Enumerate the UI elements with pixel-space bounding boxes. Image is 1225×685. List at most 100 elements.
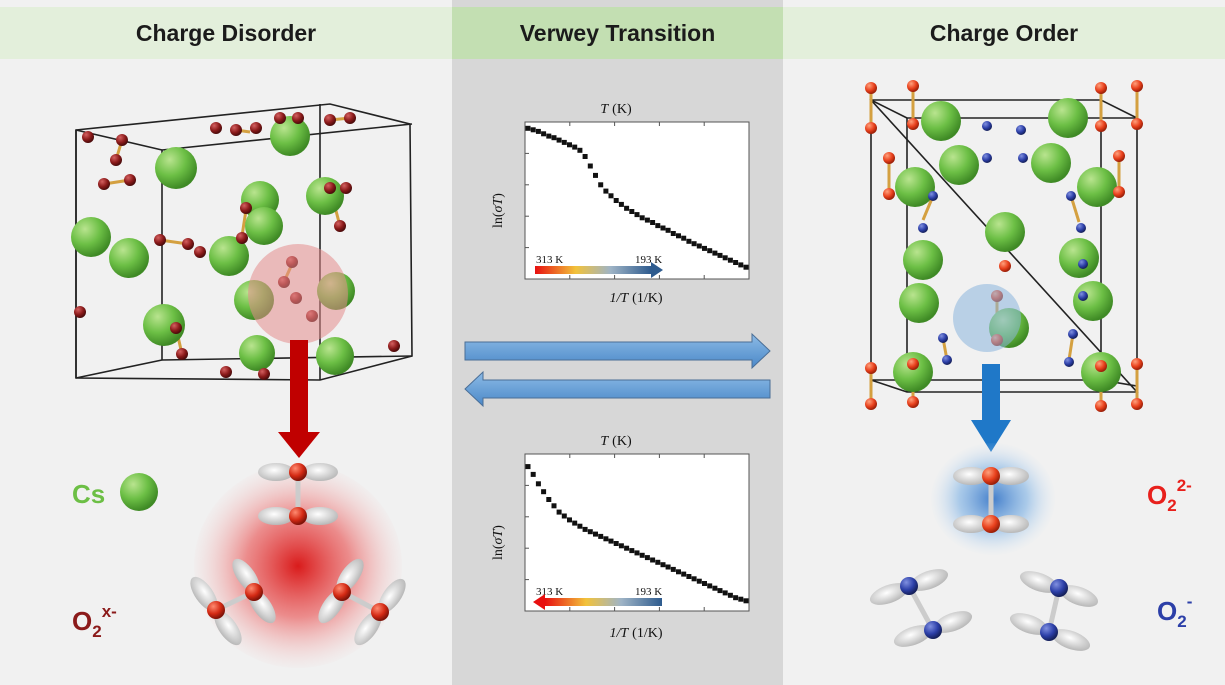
chart-1-data-point xyxy=(738,262,744,268)
chart-1-data-point xyxy=(582,154,588,159)
chart-2-data-point xyxy=(634,550,640,556)
chart-1: T (K) ln(σT) 1/T (1/K) 313 K 193 K xyxy=(491,102,750,306)
o2-molecule-left xyxy=(190,558,276,646)
chart-1-temp-start: 313 K xyxy=(536,254,563,266)
o2-minus-molecule-right xyxy=(1009,571,1099,651)
chart-1-data-point xyxy=(556,137,562,143)
chart-2-data-point xyxy=(702,581,707,586)
o2-minus-atoms xyxy=(918,121,1088,367)
chart-2-data-point xyxy=(546,497,552,502)
forward-arrow xyxy=(464,332,771,370)
o2x-label: O2x- xyxy=(72,602,117,641)
chart-1-data-point xyxy=(727,257,733,263)
chart-1-temp-end: 193 K xyxy=(635,254,662,266)
chart-2-data-point xyxy=(660,562,666,568)
chart-1-data-point xyxy=(650,220,656,225)
chart-1-data-point xyxy=(572,144,578,150)
chart-2-data-point xyxy=(696,578,702,584)
charge-order-header: Charge Order xyxy=(783,7,1225,59)
chart-1-data-point xyxy=(593,172,598,178)
chart-2-data-point xyxy=(582,526,588,532)
chart-1-data-point xyxy=(587,163,593,169)
chart-2-data-point xyxy=(722,590,728,596)
charge-disorder-panel: Charge Disorder xyxy=(0,0,452,685)
chart-2-data-point xyxy=(670,566,676,572)
chart-2-xlabel: 1/T (1/K) xyxy=(609,626,662,641)
chart-2-data-point xyxy=(655,559,661,565)
chart-2-temp-arrow xyxy=(533,594,662,610)
backward-arrow xyxy=(464,370,771,408)
chart-1-data-point xyxy=(541,131,547,137)
chart-2-data-point xyxy=(676,569,681,575)
chart-1-data-point xyxy=(660,225,666,231)
chart-2-data-point xyxy=(727,592,733,598)
chart-2-data-point xyxy=(613,541,619,546)
chart-2-data-point xyxy=(639,552,645,558)
down-arrow-blue xyxy=(971,364,1011,452)
chart-1-data-point xyxy=(691,241,697,247)
charge-cloud xyxy=(194,464,402,668)
chart-2-data-point xyxy=(707,583,713,589)
charge-order-panel: Charge Order xyxy=(783,0,1225,685)
charge-disorder-diagram: Cs O2x- xyxy=(71,103,413,668)
chart-1-data-point xyxy=(525,125,531,131)
verwey-diagram: T (K) ln(σT) 1/T (1/K) 313 K 193 K T (K) xyxy=(464,102,771,641)
chart-2-title: T (K) xyxy=(600,434,632,449)
chart-1-data-point xyxy=(546,133,552,139)
chart-1-data-point xyxy=(686,238,692,244)
chart-1-data-point xyxy=(535,128,541,134)
chart-1-data-point xyxy=(624,205,630,211)
chart-1-data-point xyxy=(561,139,567,145)
o2-2minus-molecule xyxy=(953,467,1029,533)
chart-2-data-point xyxy=(567,517,572,523)
chart-1-data-point xyxy=(613,198,619,203)
chart-2-data-point xyxy=(608,538,614,544)
o2-2minus-atoms xyxy=(865,80,1143,412)
verwey-transition-panel: Verwey Transition T (K) ln(σT) 1/T (1/K) 3… xyxy=(452,0,783,685)
chart-1-data-point xyxy=(712,250,718,256)
chart-1-data-point xyxy=(696,243,702,249)
chart-1-title: T (K) xyxy=(600,102,632,117)
chart-1-data-point xyxy=(618,201,624,207)
chart-1-data-point xyxy=(629,209,635,214)
chart-2-temp-end: 193 K xyxy=(635,586,662,598)
chart-1-data-point xyxy=(598,182,604,188)
chart-2: T (K) ln(σT) 1/T (1/K) 313 K 193 K xyxy=(491,434,750,641)
chart-1-data-point xyxy=(717,252,723,258)
chart-1-data-point xyxy=(743,264,749,270)
chart-2-data-point xyxy=(551,503,557,509)
chart-1-data-point xyxy=(733,260,739,265)
chart-2-data-point xyxy=(561,513,567,519)
chart-2-data-point xyxy=(665,564,671,570)
o2-molecule-top xyxy=(258,463,338,525)
chart-2-temp-start: 313 K xyxy=(536,586,563,598)
chart-1-ylabel: ln(σT) xyxy=(491,193,506,228)
chart-2-data-point xyxy=(681,571,687,577)
chart-1-data-point xyxy=(608,193,614,199)
chart-2-data-point xyxy=(541,489,547,495)
chart-1-data-point xyxy=(655,223,661,229)
o2-minus-molecule-left xyxy=(869,569,973,647)
chart-2-data-point xyxy=(530,471,536,477)
chart-1-data-point xyxy=(551,135,557,141)
chart-1-data-point xyxy=(567,142,572,148)
cs-legend-sphere xyxy=(120,473,158,511)
chart-2-data-point xyxy=(618,543,624,549)
chart-2-data-point xyxy=(738,596,744,602)
chart-1-data-point xyxy=(702,245,707,251)
o2-molecule-right xyxy=(318,558,406,646)
chart-2-data-point xyxy=(535,481,541,487)
chart-2-data-point xyxy=(593,531,598,537)
chart-2-data-point xyxy=(572,520,578,526)
chart-2-data-point xyxy=(733,595,739,601)
verwey-transition-header: Verwey Transition xyxy=(452,7,783,59)
chart-2-ylabel: ln(σT) xyxy=(491,525,506,560)
chart-2-data-point xyxy=(686,574,692,579)
o2-minus-label: O2- xyxy=(1157,592,1192,631)
charge-order-diagram: O22- O2- xyxy=(865,80,1192,651)
chart-1-data-point xyxy=(665,227,671,233)
highlight-circle xyxy=(248,244,348,344)
charge-disorder-header: Charge Disorder xyxy=(0,7,452,59)
chart-1-data-point xyxy=(707,248,713,254)
chart-2-data-point xyxy=(712,585,718,591)
